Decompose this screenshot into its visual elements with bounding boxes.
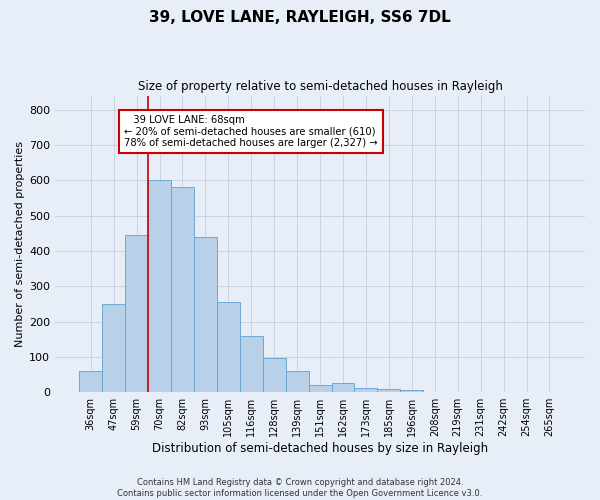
Bar xyxy=(377,388,400,392)
Bar xyxy=(125,235,148,392)
Text: Contains HM Land Registry data © Crown copyright and database right 2024.
Contai: Contains HM Land Registry data © Crown c… xyxy=(118,478,482,498)
Y-axis label: Number of semi-detached properties: Number of semi-detached properties xyxy=(15,141,25,347)
Bar xyxy=(102,304,125,392)
Bar xyxy=(240,336,263,392)
Bar xyxy=(148,180,171,392)
Bar xyxy=(79,371,102,392)
Bar xyxy=(217,302,240,392)
Bar xyxy=(286,371,308,392)
Bar xyxy=(171,188,194,392)
Bar xyxy=(400,390,423,392)
X-axis label: Distribution of semi-detached houses by size in Rayleigh: Distribution of semi-detached houses by … xyxy=(152,442,488,455)
Text: 39, LOVE LANE, RAYLEIGH, SS6 7DL: 39, LOVE LANE, RAYLEIGH, SS6 7DL xyxy=(149,10,451,25)
Bar xyxy=(194,237,217,392)
Text: 39 LOVE LANE: 68sqm
← 20% of semi-detached houses are smaller (610)
78% of semi-: 39 LOVE LANE: 68sqm ← 20% of semi-detach… xyxy=(124,115,377,148)
Bar xyxy=(355,388,377,392)
Bar xyxy=(263,358,286,392)
Bar xyxy=(332,384,355,392)
Title: Size of property relative to semi-detached houses in Rayleigh: Size of property relative to semi-detach… xyxy=(137,80,503,93)
Bar xyxy=(308,385,332,392)
